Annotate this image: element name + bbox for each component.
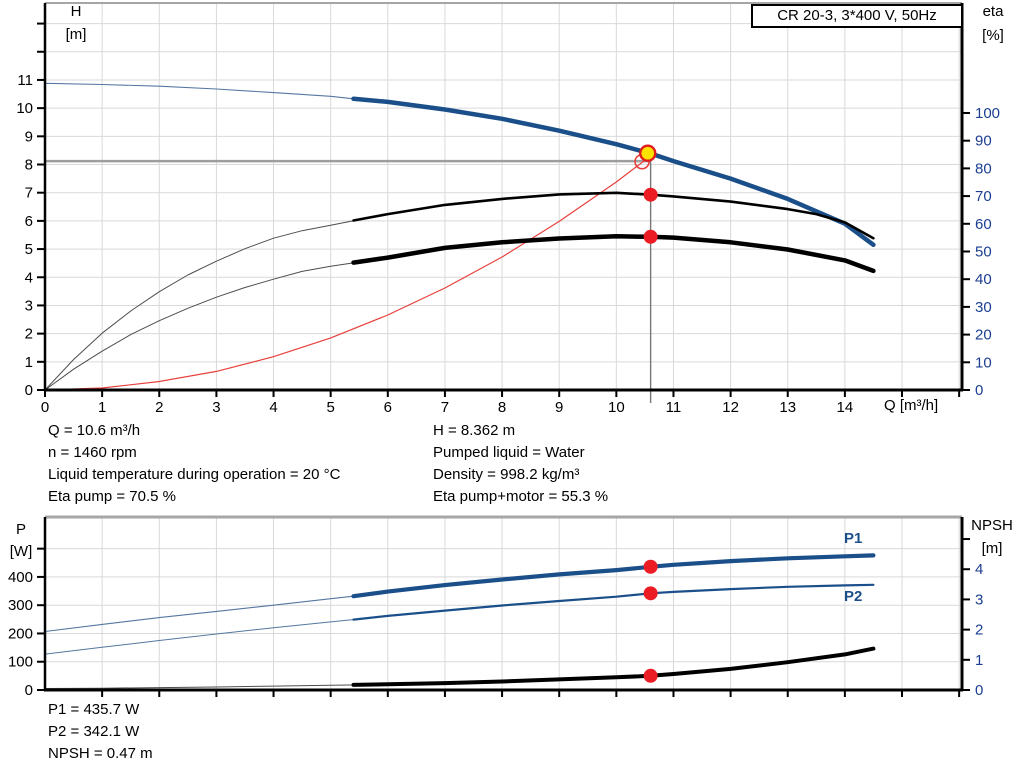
svg-text:2: 2 [155,399,163,416]
svg-text:7: 7 [25,185,33,202]
svg-text:20: 20 [975,327,992,344]
power-npsh-info: P1 = 435.7 W P2 = 342.1 W NPSH = 0.47 m [48,699,153,765]
svg-text:100: 100 [8,654,33,671]
svg-text:0: 0 [975,682,983,699]
h-axis-unit: [m] [65,26,87,43]
svg-text:13: 13 [779,399,796,416]
svg-text:60: 60 [975,216,992,233]
eta-axis-label: eta [982,3,1004,20]
svg-text:80: 80 [975,160,992,177]
svg-text:14: 14 [837,399,854,416]
p2-curve-label: P2 [844,588,863,605]
svg-text:9: 9 [555,399,563,416]
svg-text:5: 5 [25,241,33,258]
duty-point-info-right: H = 8.362 m Pumped liquid = Water Densit… [433,420,608,508]
svg-text:12: 12 [722,399,739,416]
p1-value: P1 = 435.7 W [48,701,140,718]
p1-curve-label: P1 [844,530,863,547]
svg-text:40: 40 [975,271,992,288]
svg-text:7: 7 [441,399,449,416]
svg-text:0: 0 [25,382,33,399]
npsh-axis-label: NPSH [971,517,1013,534]
h-value: H = 8.362 m [433,422,516,439]
svg-text:5: 5 [326,399,334,416]
svg-text:6: 6 [384,399,392,416]
q-axis-unit: Q [m³/h] [884,397,939,414]
speed-value: n = 1460 rpm [48,444,137,461]
density-value: Density = 998.2 kg/m³ [433,466,580,483]
svg-text:70: 70 [975,188,992,205]
svg-text:1: 1 [98,399,106,416]
svg-text:2: 2 [975,622,983,639]
p-axis-unit: [W] [9,543,33,560]
svg-text:1: 1 [25,354,33,371]
duty-point-info-left: Q = 10.6 m³/h n = 1460 rpm Liquid temper… [48,420,340,508]
pump-title-box: CR 20-3, 3*400 V, 50Hz [751,4,963,28]
svg-text:3: 3 [975,591,983,608]
svg-text:11: 11 [17,72,33,89]
svg-text:2: 2 [25,326,33,343]
svg-text:1: 1 [975,652,983,669]
svg-text:90: 90 [975,133,992,150]
svg-text:100: 100 [975,105,1000,122]
p2-value: P2 = 342.1 W [48,723,140,740]
svg-text:8: 8 [498,399,506,416]
svg-text:10: 10 [16,100,33,117]
svg-text:0: 0 [41,399,49,416]
eta-pump-motor-value: Eta pump+motor = 55.3 % [433,488,609,505]
svg-text:4: 4 [975,561,983,578]
svg-text:10: 10 [975,354,992,371]
liquid-temp-value: Liquid temperature during operation = 20… [48,466,341,483]
svg-text:400: 400 [8,569,33,586]
svg-text:300: 300 [8,597,33,614]
svg-text:4: 4 [25,269,33,286]
svg-text:3: 3 [25,297,33,314]
pumped-liquid-value: Pumped liquid = Water [433,444,585,461]
eta-pump-value: Eta pump = 70.5 % [48,488,176,505]
svg-text:11: 11 [666,399,682,416]
svg-text:6: 6 [25,213,33,230]
npsh-value: NPSH = 0.47 m [48,745,153,762]
h-axis-label: H [70,3,82,20]
svg-text:50: 50 [975,243,992,260]
q-value: Q = 10.6 m³/h [48,422,141,439]
eta-axis-unit: [%] [982,27,1004,44]
svg-text:3: 3 [212,399,220,416]
svg-text:200: 200 [8,625,33,642]
svg-text:9: 9 [25,128,33,145]
svg-text:10: 10 [608,399,625,416]
p-axis-label: P [15,521,26,538]
svg-text:30: 30 [975,299,992,316]
svg-text:0: 0 [25,682,33,699]
svg-text:8: 8 [25,157,33,174]
svg-text:4: 4 [269,399,277,416]
svg-text:0: 0 [975,382,983,399]
npsh-axis-unit: [m] [981,540,1003,557]
